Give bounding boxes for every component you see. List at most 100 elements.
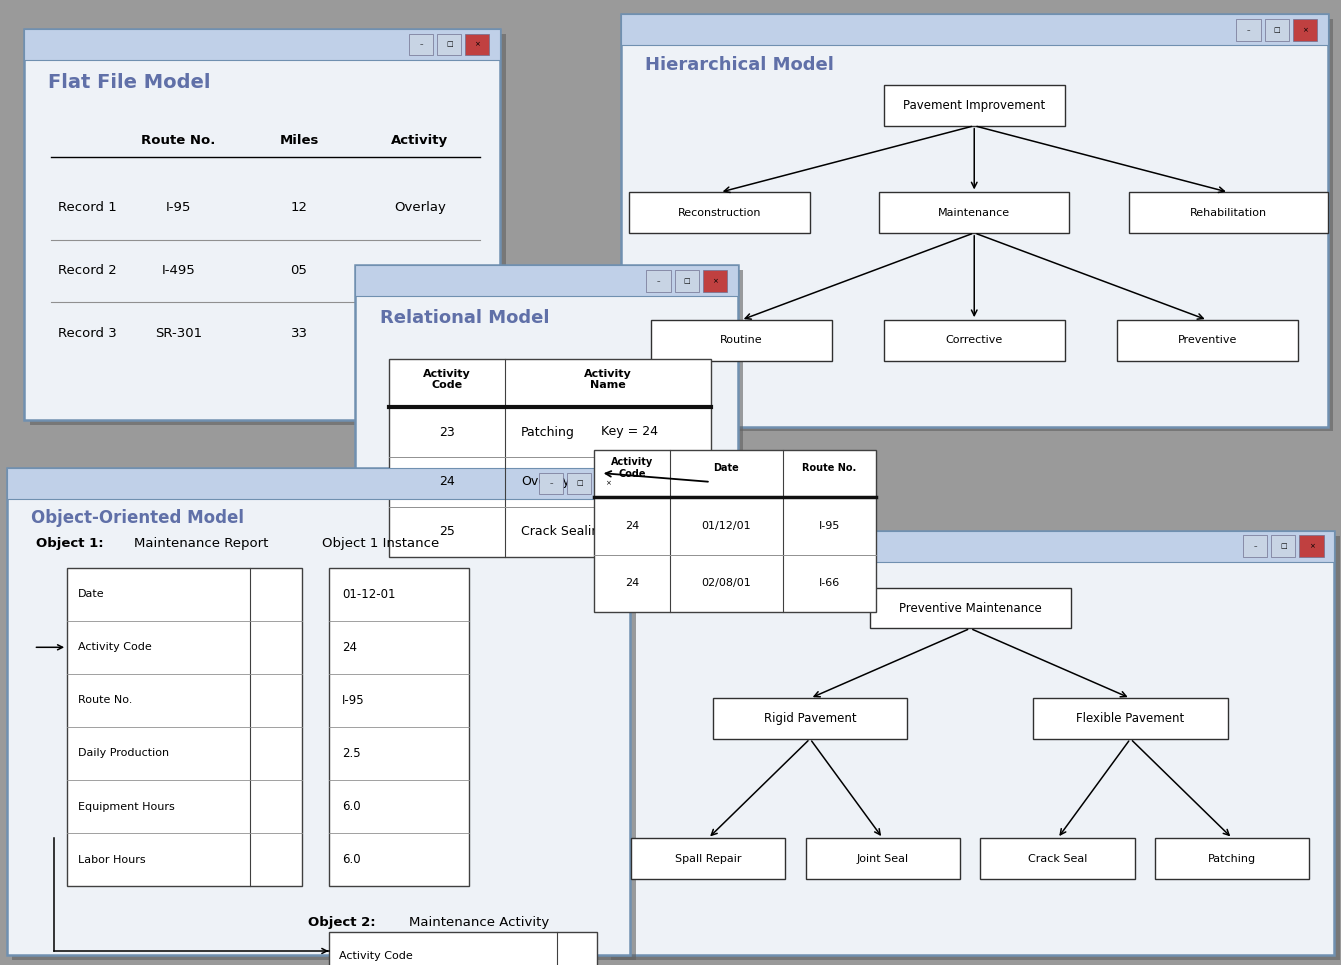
Text: –: – bbox=[1247, 27, 1250, 33]
Text: I-66: I-66 bbox=[818, 578, 839, 589]
Text: Key = 24: Key = 24 bbox=[601, 425, 658, 438]
FancyBboxPatch shape bbox=[437, 34, 461, 55]
Text: □: □ bbox=[577, 481, 582, 486]
Text: Miles: Miles bbox=[279, 134, 319, 147]
FancyBboxPatch shape bbox=[361, 270, 743, 603]
Text: I-95: I-95 bbox=[818, 521, 839, 531]
FancyBboxPatch shape bbox=[24, 29, 500, 60]
Text: 05: 05 bbox=[291, 264, 307, 277]
Text: Activity
Code: Activity Code bbox=[611, 457, 653, 479]
Text: Spall Repair: Spall Repair bbox=[675, 854, 742, 864]
FancyBboxPatch shape bbox=[1265, 19, 1289, 41]
Text: Equipment Hours: Equipment Hours bbox=[78, 802, 174, 812]
FancyBboxPatch shape bbox=[632, 839, 786, 879]
Text: Activity: Activity bbox=[392, 134, 448, 147]
Text: I-95: I-95 bbox=[166, 202, 190, 214]
FancyBboxPatch shape bbox=[1271, 536, 1295, 557]
Text: Activity Code: Activity Code bbox=[78, 643, 152, 652]
Text: Pavement Improvement: Pavement Improvement bbox=[902, 99, 1046, 112]
FancyBboxPatch shape bbox=[1243, 536, 1267, 557]
FancyBboxPatch shape bbox=[355, 265, 738, 296]
FancyBboxPatch shape bbox=[980, 839, 1134, 879]
Text: Date: Date bbox=[713, 463, 739, 473]
FancyBboxPatch shape bbox=[329, 567, 469, 886]
Text: Maintenance Report: Maintenance Report bbox=[134, 538, 268, 550]
Text: Route No.: Route No. bbox=[78, 696, 133, 705]
Text: 24: 24 bbox=[342, 641, 357, 654]
Text: Hierarchical Model: Hierarchical Model bbox=[645, 56, 834, 73]
FancyBboxPatch shape bbox=[629, 192, 810, 233]
FancyBboxPatch shape bbox=[884, 85, 1065, 125]
Text: Preventive Maintenance: Preventive Maintenance bbox=[898, 601, 1042, 615]
Text: 33: 33 bbox=[291, 327, 307, 340]
Text: Rigid Pavement: Rigid Pavement bbox=[764, 712, 857, 725]
FancyBboxPatch shape bbox=[650, 320, 831, 361]
FancyBboxPatch shape bbox=[355, 265, 738, 598]
Text: Preventive: Preventive bbox=[1177, 335, 1238, 345]
Text: ×: × bbox=[605, 481, 610, 486]
FancyBboxPatch shape bbox=[7, 468, 630, 955]
Text: 24: 24 bbox=[625, 578, 640, 589]
Text: 23: 23 bbox=[439, 426, 455, 438]
FancyBboxPatch shape bbox=[409, 34, 433, 55]
Text: Object 2:: Object 2: bbox=[308, 917, 375, 929]
FancyBboxPatch shape bbox=[7, 468, 630, 499]
FancyBboxPatch shape bbox=[595, 473, 620, 494]
FancyBboxPatch shape bbox=[806, 839, 960, 879]
FancyBboxPatch shape bbox=[621, 14, 1328, 45]
Text: 02/08/01: 02/08/01 bbox=[701, 578, 751, 589]
Text: Overlay: Overlay bbox=[394, 202, 445, 214]
Text: 01/12/01: 01/12/01 bbox=[701, 521, 751, 531]
Text: I-495: I-495 bbox=[161, 264, 196, 277]
FancyBboxPatch shape bbox=[880, 192, 1069, 233]
FancyBboxPatch shape bbox=[884, 320, 1065, 361]
Text: Record 1: Record 1 bbox=[58, 202, 117, 214]
FancyBboxPatch shape bbox=[606, 531, 1334, 562]
FancyBboxPatch shape bbox=[30, 34, 506, 425]
Text: Object-Oriented Model: Object-Oriented Model bbox=[31, 510, 244, 527]
FancyBboxPatch shape bbox=[539, 473, 563, 494]
Text: –: – bbox=[657, 278, 660, 284]
Text: 25: 25 bbox=[439, 525, 455, 538]
FancyBboxPatch shape bbox=[626, 19, 1333, 431]
Text: Record 3: Record 3 bbox=[58, 327, 117, 340]
Text: 12: 12 bbox=[291, 202, 307, 214]
Text: 24: 24 bbox=[439, 476, 455, 488]
FancyBboxPatch shape bbox=[465, 34, 489, 55]
Text: I-95: I-95 bbox=[342, 694, 365, 707]
FancyBboxPatch shape bbox=[1236, 19, 1261, 41]
Text: –: – bbox=[550, 481, 552, 486]
Text: Route No.: Route No. bbox=[141, 134, 216, 147]
Text: 2.5: 2.5 bbox=[342, 747, 361, 760]
FancyBboxPatch shape bbox=[606, 531, 1334, 955]
Text: Activity
Name: Activity Name bbox=[583, 369, 632, 390]
Text: Network Model: Network Model bbox=[630, 572, 783, 590]
FancyBboxPatch shape bbox=[611, 536, 1340, 960]
FancyBboxPatch shape bbox=[389, 359, 711, 557]
Text: ×: × bbox=[712, 278, 717, 284]
Text: Daily Production: Daily Production bbox=[78, 749, 169, 758]
FancyBboxPatch shape bbox=[703, 270, 727, 291]
Text: □: □ bbox=[1281, 543, 1286, 549]
Text: □: □ bbox=[1274, 27, 1279, 33]
Text: –: – bbox=[420, 41, 422, 47]
Text: –: – bbox=[1254, 543, 1257, 549]
Text: Activity Code: Activity Code bbox=[339, 951, 413, 960]
Text: Rehabilitation: Rehabilitation bbox=[1189, 207, 1267, 217]
Text: Flat File Model: Flat File Model bbox=[48, 72, 211, 92]
FancyBboxPatch shape bbox=[870, 588, 1070, 628]
Text: Object 1 Instance: Object 1 Instance bbox=[322, 538, 439, 550]
Text: Corrective: Corrective bbox=[945, 335, 1003, 345]
FancyBboxPatch shape bbox=[1117, 320, 1298, 361]
FancyBboxPatch shape bbox=[594, 451, 876, 612]
Text: □: □ bbox=[447, 41, 452, 47]
Text: 24: 24 bbox=[625, 521, 640, 531]
Text: Patching: Patching bbox=[1208, 854, 1257, 864]
Text: Routine: Routine bbox=[720, 335, 762, 345]
Text: Flexible Pavement: Flexible Pavement bbox=[1077, 712, 1184, 725]
Text: ×: × bbox=[1309, 543, 1314, 549]
Text: ×: × bbox=[475, 41, 480, 47]
Text: Record 2: Record 2 bbox=[58, 264, 117, 277]
FancyBboxPatch shape bbox=[567, 473, 591, 494]
Text: Labor Hours: Labor Hours bbox=[78, 855, 145, 865]
